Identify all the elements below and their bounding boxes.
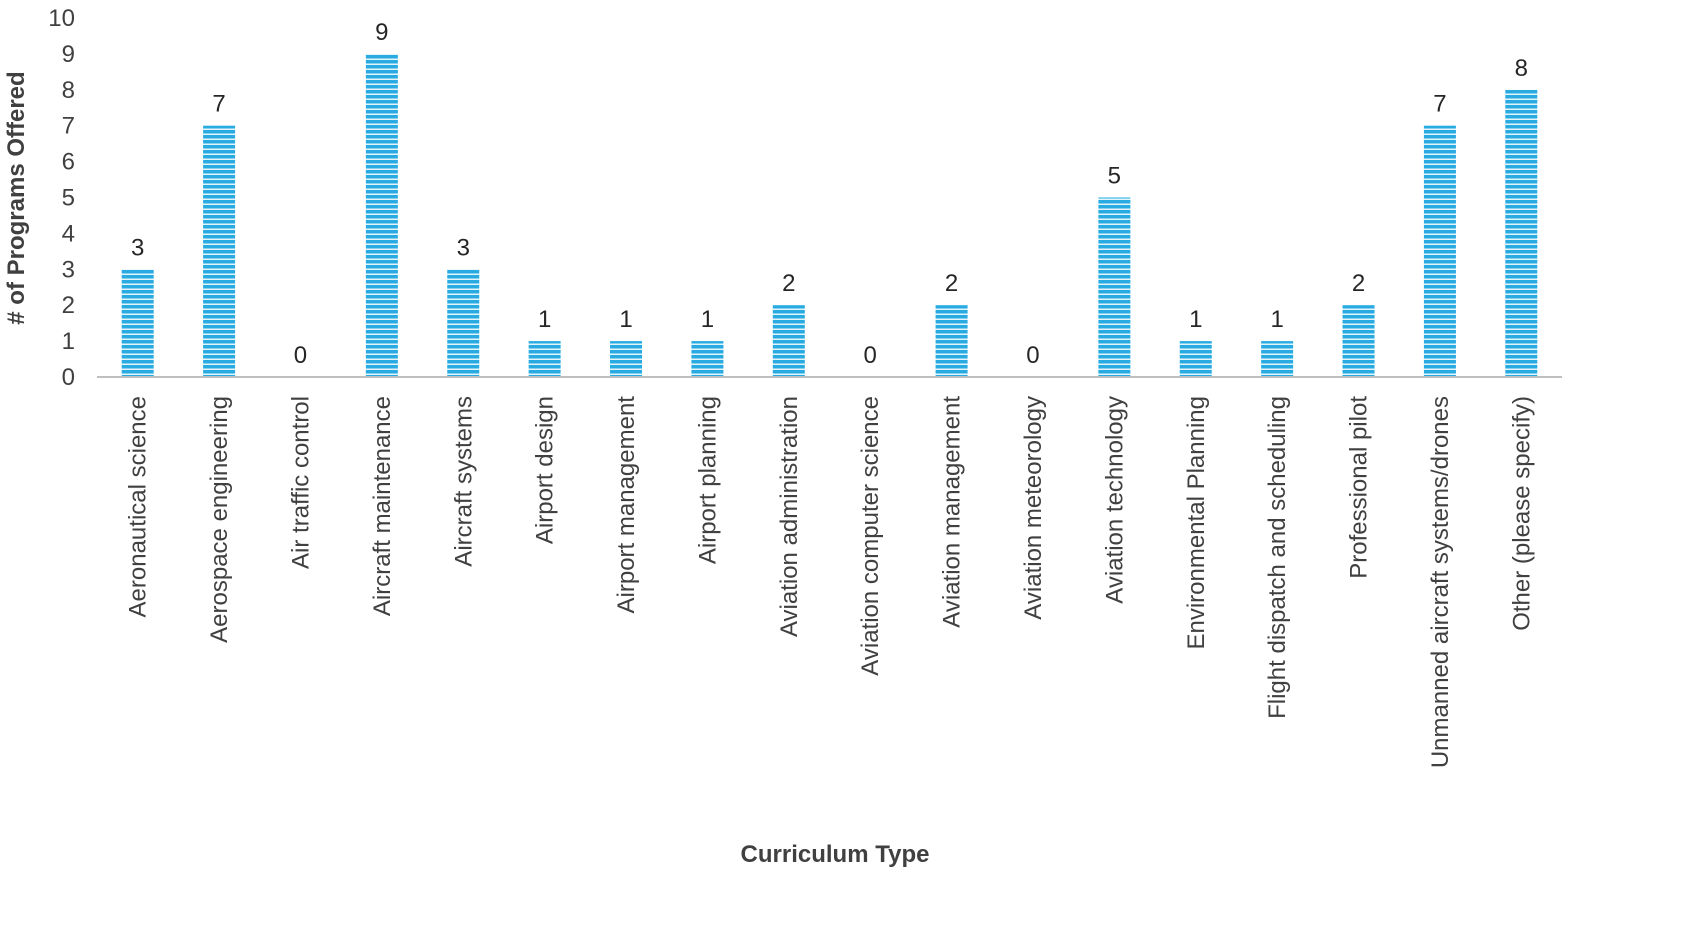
data-label: 7 — [1433, 91, 1446, 118]
x-tick-label: Aeronautical science — [125, 396, 152, 617]
x-tick-label: Aircraft maintenance — [369, 396, 396, 616]
bar — [447, 269, 480, 377]
bar — [1179, 341, 1212, 377]
y-tick-label: 4 — [62, 220, 75, 247]
y-tick-label: 0 — [62, 364, 75, 391]
data-label: 0 — [294, 342, 307, 369]
data-label: 1 — [701, 306, 714, 333]
data-label: 0 — [1026, 342, 1039, 369]
data-label: 7 — [212, 91, 225, 118]
bar — [1342, 305, 1375, 377]
y-tick-label: 2 — [62, 292, 75, 319]
x-tick-label: Aviation management — [939, 396, 966, 628]
y-tick-label: 6 — [62, 149, 75, 176]
bar — [691, 341, 724, 377]
x-tick-label: Aviation technology — [1101, 396, 1128, 604]
data-label: 5 — [1108, 163, 1121, 190]
x-axis-title: Curriculum Type — [741, 841, 930, 868]
y-axis: 0 1 2 3 4 5 6 7 8 9 10 — [48, 5, 75, 391]
y-axis-title: # of Programs Offered — [3, 71, 30, 324]
data-label: 0 — [864, 342, 877, 369]
data-label: 9 — [375, 19, 388, 46]
y-tick-label: 9 — [62, 41, 75, 68]
x-tick-label: Aviation meteorology — [1020, 396, 1047, 620]
bar — [365, 53, 398, 378]
x-tick-label: Airport management — [613, 396, 640, 614]
data-label: 1 — [619, 306, 632, 333]
y-tick-label: 5 — [62, 185, 75, 212]
bar — [772, 305, 805, 377]
bar — [935, 305, 968, 377]
x-tick-label: Other (please specify) — [1508, 396, 1535, 631]
data-labels: 3 7 0 9 3 1 1 1 2 0 2 0 5 1 1 2 7 8 — [131, 19, 1528, 369]
x-tick-label: Aerospace engineering — [206, 396, 233, 643]
data-label: 3 — [131, 234, 144, 261]
data-label: 8 — [1515, 55, 1528, 82]
y-tick-label: 7 — [62, 113, 75, 140]
bar — [610, 341, 643, 377]
data-label: 3 — [457, 234, 470, 261]
x-tick-label: Air traffic control — [287, 396, 314, 569]
x-tick-label: Aviation computer science — [857, 396, 884, 676]
bar-series — [121, 53, 1538, 378]
x-axis: Aeronautical science Aerospace engineerin… — [125, 396, 1536, 768]
data-label: 2 — [782, 270, 795, 297]
y-tick-label: 8 — [62, 77, 75, 104]
bar — [1098, 197, 1131, 377]
x-tick-label: Unmanned aircraft systems/drones — [1427, 396, 1454, 768]
x-tick-label: Aircraft systems — [450, 396, 477, 567]
y-tick-label: 10 — [48, 5, 75, 32]
bar — [1261, 341, 1294, 377]
bar — [1505, 89, 1538, 378]
x-tick-label: Airport design — [532, 396, 559, 544]
x-tick-label: Environmental Planning — [1183, 396, 1210, 650]
x-tick-label: Flight dispatch and scheduling — [1264, 396, 1291, 719]
x-tick-label: Professional pilot — [1346, 396, 1373, 579]
data-label: 2 — [1352, 270, 1365, 297]
bar — [203, 125, 236, 377]
x-tick-label: Aviation administration — [776, 396, 803, 637]
y-tick-label: 1 — [62, 328, 75, 355]
x-tick-label: Airport planning — [694, 396, 721, 564]
data-label: 1 — [1270, 306, 1283, 333]
y-tick-label: 3 — [62, 256, 75, 283]
bar — [1423, 125, 1456, 377]
data-label: 2 — [945, 270, 958, 297]
data-label: 1 — [1189, 306, 1202, 333]
bar — [528, 341, 561, 377]
data-label: 1 — [538, 306, 551, 333]
bar — [121, 269, 154, 377]
